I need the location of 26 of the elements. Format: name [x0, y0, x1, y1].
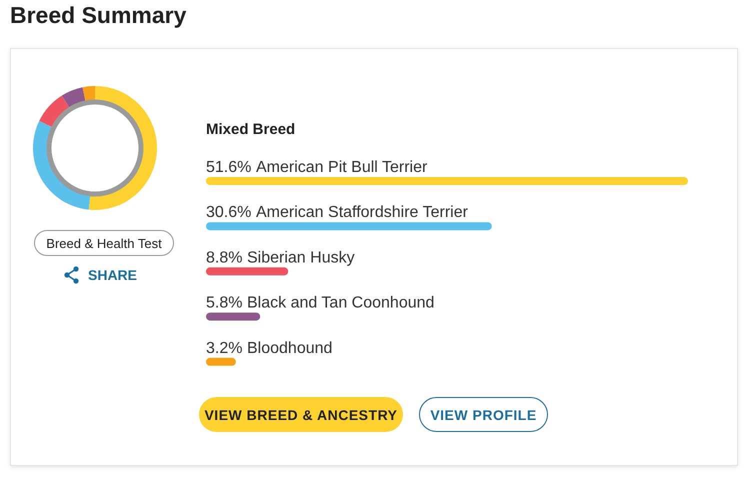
- button[interactable]: VIEW PROFILE: [419, 397, 548, 432]
- donut-slice: [39, 96, 70, 128]
- y-tick-label: Black and Tan Coonhound: [247, 294, 434, 312]
- data-label: 3.2%: [206, 340, 242, 357]
- bar: [206, 177, 688, 185]
- button[interactable]: VIEW BREED & ANCESTRY: [199, 397, 403, 432]
- data-label: 8.8%: [206, 249, 242, 266]
- data-label: 51.6%: [206, 159, 252, 176]
- bar: [206, 312, 260, 321]
- chart-subtitle: Mixed Breed: [206, 121, 296, 138]
- y-tick-label: Siberian Husky: [247, 249, 355, 266]
- text: Breed & Health Test: [34, 230, 174, 256]
- bar: [206, 222, 492, 230]
- bar: [206, 358, 236, 366]
- y-tick-label: American Pit Bull Terrier: [256, 159, 428, 176]
- donut-slice: [88, 86, 157, 210]
- y-tick-label: American Staffordshire Terrier: [256, 204, 469, 222]
- y-tick-label: Bloodhound: [247, 340, 332, 357]
- bar: [206, 267, 288, 276]
- data-label: 5.8%: [206, 294, 242, 312]
- donut-slice: [33, 120, 90, 210]
- text: SHARE: [88, 267, 138, 283]
- data-label: 30.6%: [206, 204, 252, 222]
- chart-title: Breed Summary: [10, 2, 186, 29]
- donut-slice: [62, 87, 86, 108]
- donut-slice: [82, 86, 95, 101]
